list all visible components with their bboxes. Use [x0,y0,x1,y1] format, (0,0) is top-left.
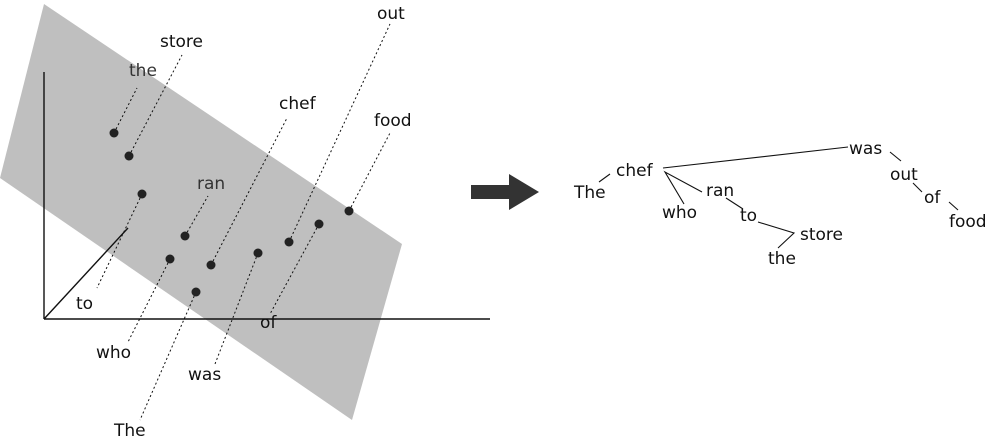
projection-plane [0,4,402,420]
tree-word-of: of [924,188,941,208]
label-out: out [377,4,405,24]
tree-word-store: store [800,225,843,245]
tree-word-was: was [849,139,882,159]
edge-out-of [912,182,923,193]
edge-to-store-the [757,221,796,249]
tree-word-The: The [573,183,606,203]
leader-was [214,252,259,365]
tree-edges [598,146,959,249]
point-ran [180,231,190,241]
leader-ran [184,195,209,237]
point-store [124,151,134,161]
z-axis [43,227,129,320]
label-chef: chef [279,94,317,114]
edge-The-chef [598,173,611,183]
parse-tree: was chef The ran who to store the out of… [573,139,987,269]
edge-chef-who-ran [663,170,703,205]
right-arrow-icon [471,174,539,210]
tree-word-who: who [662,203,697,223]
point-of [314,219,324,229]
label-who: who [96,343,131,363]
tree-word-out: out [890,165,918,185]
edge-ran-to [725,197,744,210]
tree-word-food: food [949,212,987,232]
label-ran: ran [197,174,225,194]
tree-word-chef: chef [616,161,654,181]
leader-who [127,258,171,343]
point-food [344,206,354,216]
edge-was-out [889,151,902,162]
leader-to [96,193,143,289]
leader-lines [96,23,391,421]
point-to [137,189,147,199]
point-The [191,287,201,297]
label-of: of [260,313,277,333]
leader-The [139,291,197,421]
label-The: The [113,421,146,441]
point-who [165,254,175,264]
embedding-labels: store the chef out food ran to of who wa… [76,4,412,441]
word-points [109,128,354,297]
label-food: food [374,111,412,131]
label-was: was [188,365,221,385]
leader-food [348,132,391,212]
tree-word-to: to [740,206,757,226]
leader-store [128,54,183,157]
point-chef [206,260,216,270]
point-was [253,248,263,258]
edge-of-food [948,201,959,211]
label-store: store [160,32,203,52]
point-out [284,237,294,247]
leader-the [113,87,138,134]
tree-word-ran: ran [706,181,734,201]
embedding-panel: store the chef out food ran to of who wa… [0,4,490,441]
edge-chef-was [662,146,849,169]
label-the: the [129,61,157,81]
tree-labels: was chef The ran who to store the out of… [573,139,987,269]
point-the [109,128,119,138]
leader-chef [210,117,288,266]
tree-word-the: the [768,249,796,269]
leader-of [269,223,320,315]
label-to: to [76,294,93,314]
